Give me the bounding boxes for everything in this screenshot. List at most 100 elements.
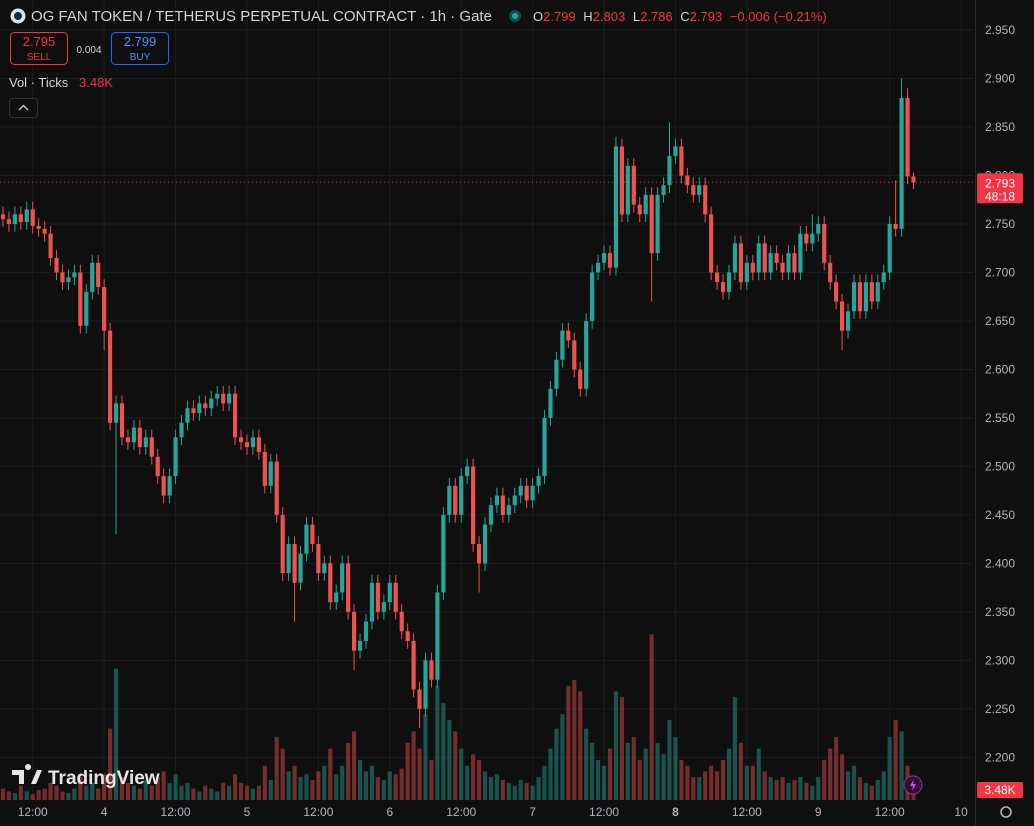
volume-bar: [161, 771, 166, 800]
volume-bar: [465, 765, 470, 800]
candle-body: [18, 214, 23, 223]
volume-bar: [429, 760, 434, 800]
volume-bar: [762, 771, 767, 800]
volume-bar: [643, 748, 648, 800]
volume-bar: [881, 771, 886, 800]
volume-bar: [143, 780, 148, 800]
candle-body: [352, 611, 357, 651]
last-price-badge: [977, 173, 1023, 204]
candle-body: [863, 282, 868, 312]
candle-body: [66, 277, 71, 283]
candles: [0, 78, 916, 729]
volume-bar: [24, 791, 29, 800]
change: −0.006 (−0.21%): [730, 9, 827, 24]
volume-bar: [66, 792, 71, 800]
x-tick-label: 12:00: [18, 805, 48, 819]
l-label: L: [633, 9, 640, 24]
collapse-button[interactable]: [9, 98, 38, 118]
volume-bar: [637, 760, 642, 800]
h-value: 2.803: [593, 9, 626, 24]
candle-body: [661, 185, 666, 195]
candle-body: [244, 442, 250, 448]
candle-body: [554, 359, 559, 389]
candle-body: [804, 233, 809, 244]
volume-bar: [869, 785, 874, 800]
volume-bar: [113, 668, 119, 800]
candle-body: [673, 146, 678, 157]
volume-bar: [221, 782, 226, 800]
candle-body: [441, 514, 446, 593]
countdown: 48:18: [985, 189, 1015, 203]
candle-body: [215, 393, 220, 399]
volume-bar: [536, 777, 541, 800]
candle-body: [488, 505, 494, 525]
volume-bar: [845, 771, 851, 800]
volume-bar: [411, 731, 416, 800]
candle-body: [387, 582, 392, 603]
y-tick-label: 2.400: [985, 556, 1015, 570]
candle-body: [607, 253, 613, 268]
candle-body: [560, 330, 565, 360]
candle-body: [774, 253, 779, 263]
candle-body: [399, 611, 404, 632]
volume-bar: [834, 737, 839, 800]
volume-bar: [36, 790, 41, 800]
y-tick-label: 2.550: [985, 411, 1015, 425]
candle-body: [256, 437, 261, 452]
candle-body: [524, 485, 529, 501]
candle-body: [197, 403, 202, 414]
volume-bar: [560, 714, 565, 800]
candle-body: [78, 272, 83, 326]
volume-bar: [363, 771, 369, 800]
axes: 2.9502.9002.8502.8002.7502.7002.6502.600…: [0, 23, 1023, 819]
o-value: 2.799: [543, 9, 576, 24]
volume-bar: [250, 788, 256, 800]
volume-bar: [756, 748, 761, 800]
volume-bar: [679, 760, 684, 800]
sell-button[interactable]: [10, 32, 68, 65]
volume-bar: [613, 691, 619, 800]
candle-body: [286, 544, 291, 574]
candle-body: [423, 660, 428, 709]
candle-body: [530, 485, 535, 501]
volume-bar: [441, 702, 446, 800]
volume-bar: [357, 760, 363, 800]
y-tick-label: 2.700: [985, 265, 1015, 279]
candle-body: [334, 592, 339, 603]
volume-bar: [691, 777, 696, 800]
volume-bar: [744, 765, 749, 800]
volume-bar: [697, 777, 702, 800]
volume-bar: [60, 791, 65, 800]
volume-bar: [601, 765, 607, 800]
buy-button[interactable]: [111, 32, 169, 65]
candle-body: [643, 194, 648, 215]
volume-bar: [893, 720, 898, 800]
volume-bar: [310, 780, 315, 800]
candle-body: [203, 403, 208, 409]
x-tick-label: 12:00: [303, 805, 333, 819]
candle-body: [250, 437, 256, 448]
settings-icon[interactable]: [1000, 806, 1012, 818]
volume-bar: [631, 737, 636, 800]
candle-body: [542, 417, 547, 477]
candle-body: [851, 282, 857, 312]
candle-body: [102, 287, 107, 331]
candle-body: [869, 282, 874, 302]
candle-body: [227, 393, 232, 404]
volume-bar: [346, 742, 351, 800]
candle-body: [304, 524, 309, 554]
candle-body: [375, 582, 380, 612]
volume-bar: [203, 785, 208, 800]
candle-body: [363, 621, 369, 641]
buy-label: BUY: [130, 52, 151, 63]
volume-bar: [554, 728, 559, 800]
candle-body: [369, 582, 375, 622]
candle-body: [899, 97, 904, 229]
volume-bar: [715, 771, 720, 800]
volume-bar: [209, 788, 214, 800]
volume-bar: [816, 777, 821, 800]
volume-bar: [780, 777, 785, 800]
volume-bar: [369, 765, 375, 800]
candle-body: [465, 466, 470, 477]
y-tick-label: 2.250: [985, 702, 1015, 716]
